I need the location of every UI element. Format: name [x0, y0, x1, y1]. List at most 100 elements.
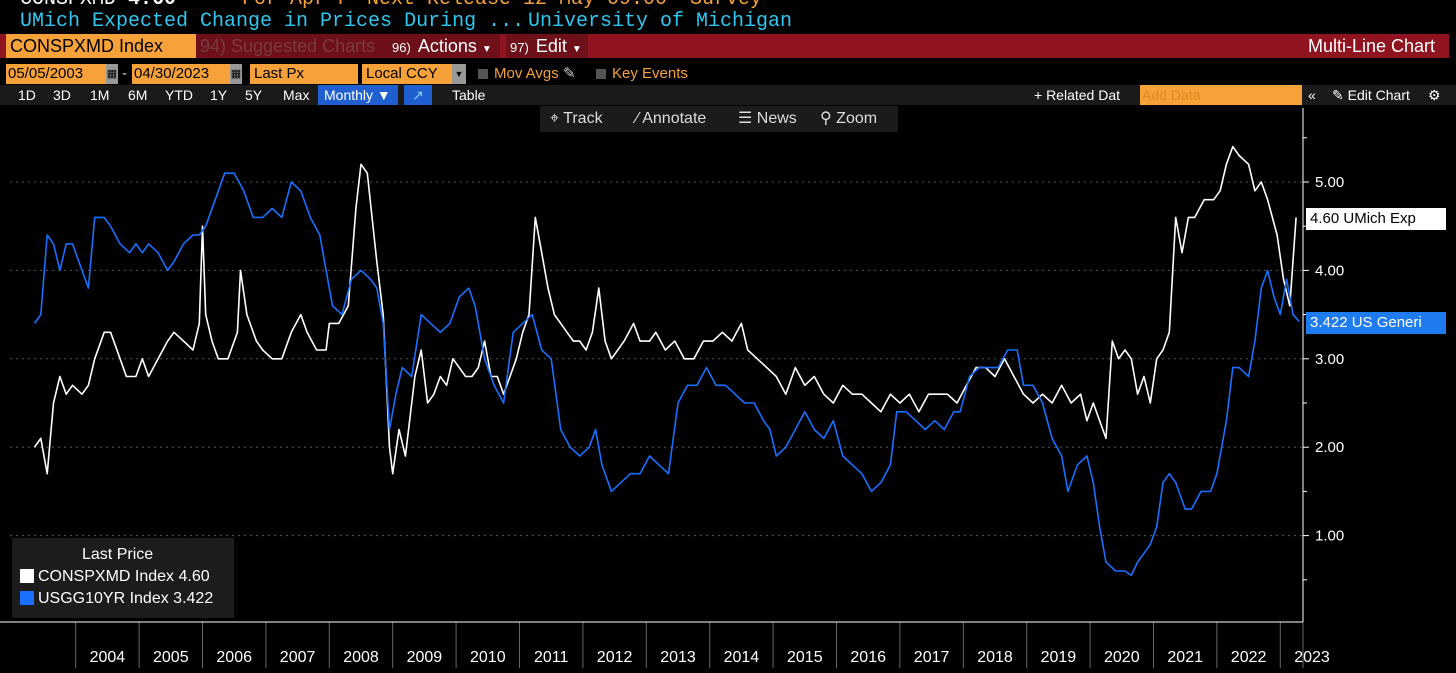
- x-tick-label: 2018: [977, 649, 1013, 666]
- legend-swatch-blue: [20, 591, 34, 605]
- annotate-tool[interactable]: ∕ Annotate: [636, 106, 706, 132]
- actions-number: 96): [392, 40, 411, 55]
- annotate-label: Annotate: [642, 110, 707, 127]
- edit-menu[interactable]: 97) Edit ▼: [506, 34, 588, 58]
- table-view-button[interactable]: Table: [452, 87, 486, 103]
- edit-label: Edit: [535, 36, 567, 56]
- x-tick-label: 2020: [1104, 649, 1140, 666]
- command-bar: CONSPXMD Index 94) Suggested Charts 96) …: [0, 34, 1449, 58]
- collapse-icon[interactable]: «: [1308, 87, 1316, 103]
- x-tick-label: 2006: [216, 649, 252, 666]
- x-tick-label: 2013: [660, 649, 696, 666]
- range-button-3d[interactable]: 3D: [53, 87, 71, 103]
- date-separator: -: [122, 65, 127, 82]
- key-events-label: Key Events: [612, 65, 688, 82]
- last-value-tag-blue: 3.422 US Generi: [1306, 312, 1446, 334]
- range-toolbar: 1D 3D 1M 6M YTD 1Y 5Y Max Monthly ▼ ↗ Ta…: [0, 85, 1456, 105]
- x-tick-label: 2010: [470, 649, 506, 666]
- series-description: UMich Expected Change in Prices During .…: [20, 10, 525, 33]
- legend-title: Last Price: [82, 546, 154, 563]
- x-tick-label: 2012: [597, 649, 633, 666]
- x-tick-label: 2015: [787, 649, 823, 666]
- x-tick-label: 2017: [914, 649, 950, 666]
- search-icon: ⚲: [820, 110, 832, 127]
- y-tick-label: 1.00: [1315, 528, 1344, 545]
- checkbox-icon: [596, 69, 606, 80]
- key-events-toggle[interactable]: Key Events: [596, 64, 688, 84]
- add-data-input[interactable]: Add Data: [1140, 85, 1302, 105]
- range-button-ytd[interactable]: YTD: [165, 87, 193, 103]
- security-field[interactable]: CONSPXMD Index: [6, 34, 196, 58]
- x-tick-label: 2009: [407, 649, 443, 666]
- chevron-down-icon: ▼: [571, 44, 582, 55]
- mov-avgs-label: Mov Avgs: [494, 65, 559, 82]
- next-release-label: Next Release 12 May 09:00: [367, 0, 667, 11]
- actions-menu[interactable]: 96) Actions ▼: [388, 34, 500, 58]
- x-tick-label: 2014: [724, 649, 760, 666]
- chevron-down-icon: ▼: [481, 44, 492, 55]
- calendar-icon[interactable]: ▦: [230, 64, 242, 84]
- series-line-usgg10yr-index: [33, 172, 1300, 577]
- y-tick-label: 4.00: [1315, 262, 1344, 279]
- frequency-select[interactable]: Monthly ▼: [318, 85, 398, 105]
- zoom-label: Zoom: [836, 110, 878, 127]
- edit-chart-label: Edit Chart: [1347, 87, 1410, 103]
- suggested-charts-button[interactable]: 94) Suggested Charts: [196, 34, 388, 58]
- crosshair-icon: ⌖: [550, 110, 560, 127]
- related-data-button[interactable]: + Related Dat: [1034, 87, 1120, 103]
- description-header: UMich Expected Change in Prices During .…: [0, 10, 1456, 34]
- legend-item: CONSPXMD Index 4.60: [20, 568, 210, 586]
- news-label: News: [756, 110, 797, 127]
- ticker-value: 4.60: [128, 0, 176, 11]
- x-tick-label: 2007: [280, 649, 316, 666]
- source-label: University of Michigan: [528, 10, 793, 33]
- range-button-max[interactable]: Max: [283, 87, 310, 103]
- mov-avgs-toggle[interactable]: Mov Avgs ✎: [478, 64, 576, 84]
- legend-label: CONSPXMD Index 4.60: [38, 568, 210, 585]
- year-gridlines: [75, 622, 1304, 668]
- x-tick-label: 2019: [1041, 649, 1077, 666]
- series-line-conspxmd-index: [33, 145, 1297, 475]
- y-tick-label: 3.00: [1315, 351, 1344, 368]
- news-tool[interactable]: ☰ News: [738, 106, 797, 132]
- zoom-tool[interactable]: ⚲ Zoom: [820, 106, 877, 132]
- checkbox-icon: [478, 69, 488, 80]
- add-data-placeholder: Add Data: [1142, 87, 1201, 103]
- frequency-label: Monthly: [324, 87, 374, 103]
- x-tick-label: 2022: [1231, 649, 1267, 666]
- x-tick-label: 2008: [343, 649, 379, 666]
- gear-icon[interactable]: ⚙: [1428, 87, 1441, 103]
- pencil-icon: ∕: [636, 110, 639, 127]
- x-tick-label: 2004: [90, 649, 126, 666]
- series-lines: [33, 145, 1300, 577]
- field-select[interactable]: Last Px: [250, 64, 358, 84]
- chevron-down-icon[interactable]: ▼: [452, 64, 466, 84]
- x-tick-label: 2011: [534, 649, 569, 666]
- range-button-1d[interactable]: 1D: [18, 87, 36, 103]
- track-tool[interactable]: ⌖ Track: [550, 106, 603, 132]
- legend-label: USGG10YR Index 3.422: [38, 590, 214, 607]
- range-button-5y[interactable]: 5Y: [245, 87, 263, 103]
- y-tick-label: 5.00: [1315, 174, 1344, 191]
- x-tick-label: 2021: [1167, 649, 1203, 666]
- y-tick-label: 2.00: [1315, 439, 1344, 456]
- end-date-field[interactable]: 04/30/2023: [132, 64, 230, 84]
- chevron-down-icon: ▼: [376, 87, 391, 103]
- grid-lines: [10, 181, 1303, 537]
- line-chart-icon[interactable]: ↗: [404, 85, 432, 105]
- x-tick-label: 2016: [850, 649, 886, 666]
- range-button-1y[interactable]: 1Y: [210, 87, 228, 103]
- ticker-label: CONSPXMD: [20, 0, 116, 11]
- last-value-tag-white: 4.60 UMich Exp: [1306, 208, 1446, 230]
- range-button-1m[interactable]: 1M: [90, 87, 110, 103]
- pencil-icon: ✎: [1332, 87, 1344, 103]
- edit-chart-button[interactable]: ✎ Edit Chart: [1332, 85, 1410, 105]
- calendar-icon[interactable]: ▦: [106, 64, 118, 84]
- chart-tools: ⌖ Track ∕ Annotate ☰ News ⚲ Zoom: [540, 106, 898, 132]
- x-tick-label: 2023: [1294, 649, 1330, 666]
- currency-select[interactable]: Local CCY: [362, 64, 456, 84]
- settings-row: 05/05/2003 ▦ - 04/30/2023 ▦ Last Px Loca…: [0, 64, 1456, 84]
- range-button-6m[interactable]: 6M: [128, 87, 148, 103]
- start-date-field[interactable]: 05/05/2003: [6, 64, 106, 84]
- survey-label: Survey: [690, 0, 762, 11]
